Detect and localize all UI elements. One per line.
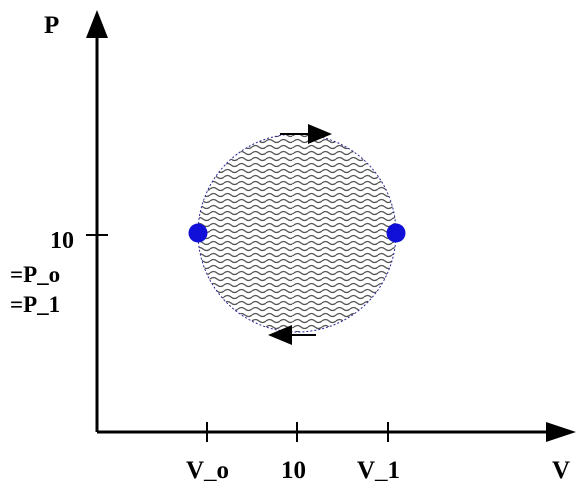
arrow-bottom-head — [268, 325, 292, 345]
x-tick-label-10: 10 — [281, 457, 306, 481]
x-tick-label-vo: V_o — [186, 457, 229, 481]
y-tick-annotation-po: =P_o — [10, 262, 60, 287]
state-point-left — [188, 223, 208, 243]
y-axis-arrowhead — [86, 10, 108, 38]
y-axis-label: P — [44, 12, 59, 39]
arrow-top-head — [308, 124, 332, 144]
x-tick-label-v1: V_1 — [357, 457, 400, 481]
cycle-fill — [198, 134, 396, 332]
x-axis-label: V — [552, 457, 570, 481]
state-point-right — [386, 223, 406, 243]
y-tick-annotation-p1: =P_1 — [10, 292, 60, 317]
y-tick-label: 10 — [50, 228, 74, 254]
x-axis-arrowhead — [546, 422, 576, 442]
